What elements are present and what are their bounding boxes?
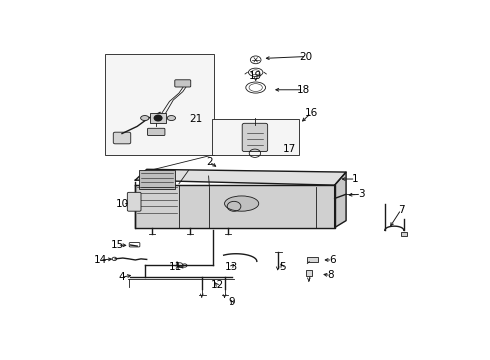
Polygon shape xyxy=(335,172,346,228)
Text: 12: 12 xyxy=(210,280,223,290)
Text: 8: 8 xyxy=(327,270,334,280)
Text: 14: 14 xyxy=(94,255,107,265)
Text: 19: 19 xyxy=(249,71,262,81)
Polygon shape xyxy=(135,185,335,228)
Polygon shape xyxy=(135,169,346,185)
Bar xyxy=(150,113,167,123)
Text: 17: 17 xyxy=(282,144,296,154)
Text: 20: 20 xyxy=(299,51,313,62)
Text: 6: 6 xyxy=(329,255,336,265)
Text: 9: 9 xyxy=(229,297,236,307)
Text: 3: 3 xyxy=(358,189,365,199)
Ellipse shape xyxy=(167,116,175,121)
Text: 16: 16 xyxy=(304,108,318,118)
Bar xyxy=(306,270,312,276)
FancyBboxPatch shape xyxy=(127,192,141,211)
Bar xyxy=(105,54,214,155)
FancyBboxPatch shape xyxy=(147,128,165,135)
Text: 7: 7 xyxy=(398,204,404,215)
Text: 4: 4 xyxy=(118,273,124,283)
Text: 5: 5 xyxy=(279,262,286,272)
Text: 10: 10 xyxy=(116,199,129,209)
Bar xyxy=(307,257,318,262)
Bar xyxy=(139,170,175,189)
Text: 1: 1 xyxy=(352,174,359,184)
Text: 2: 2 xyxy=(206,157,213,167)
Bar xyxy=(212,120,298,155)
Text: 21: 21 xyxy=(190,114,203,123)
Ellipse shape xyxy=(224,196,259,211)
Text: 15: 15 xyxy=(111,240,124,250)
Bar xyxy=(401,232,407,237)
FancyBboxPatch shape xyxy=(242,123,268,152)
FancyBboxPatch shape xyxy=(175,80,191,87)
Text: 13: 13 xyxy=(225,262,238,272)
Circle shape xyxy=(154,115,162,121)
Text: 11: 11 xyxy=(169,262,182,272)
Text: 18: 18 xyxy=(297,85,310,95)
FancyBboxPatch shape xyxy=(113,132,131,144)
Ellipse shape xyxy=(141,116,149,121)
